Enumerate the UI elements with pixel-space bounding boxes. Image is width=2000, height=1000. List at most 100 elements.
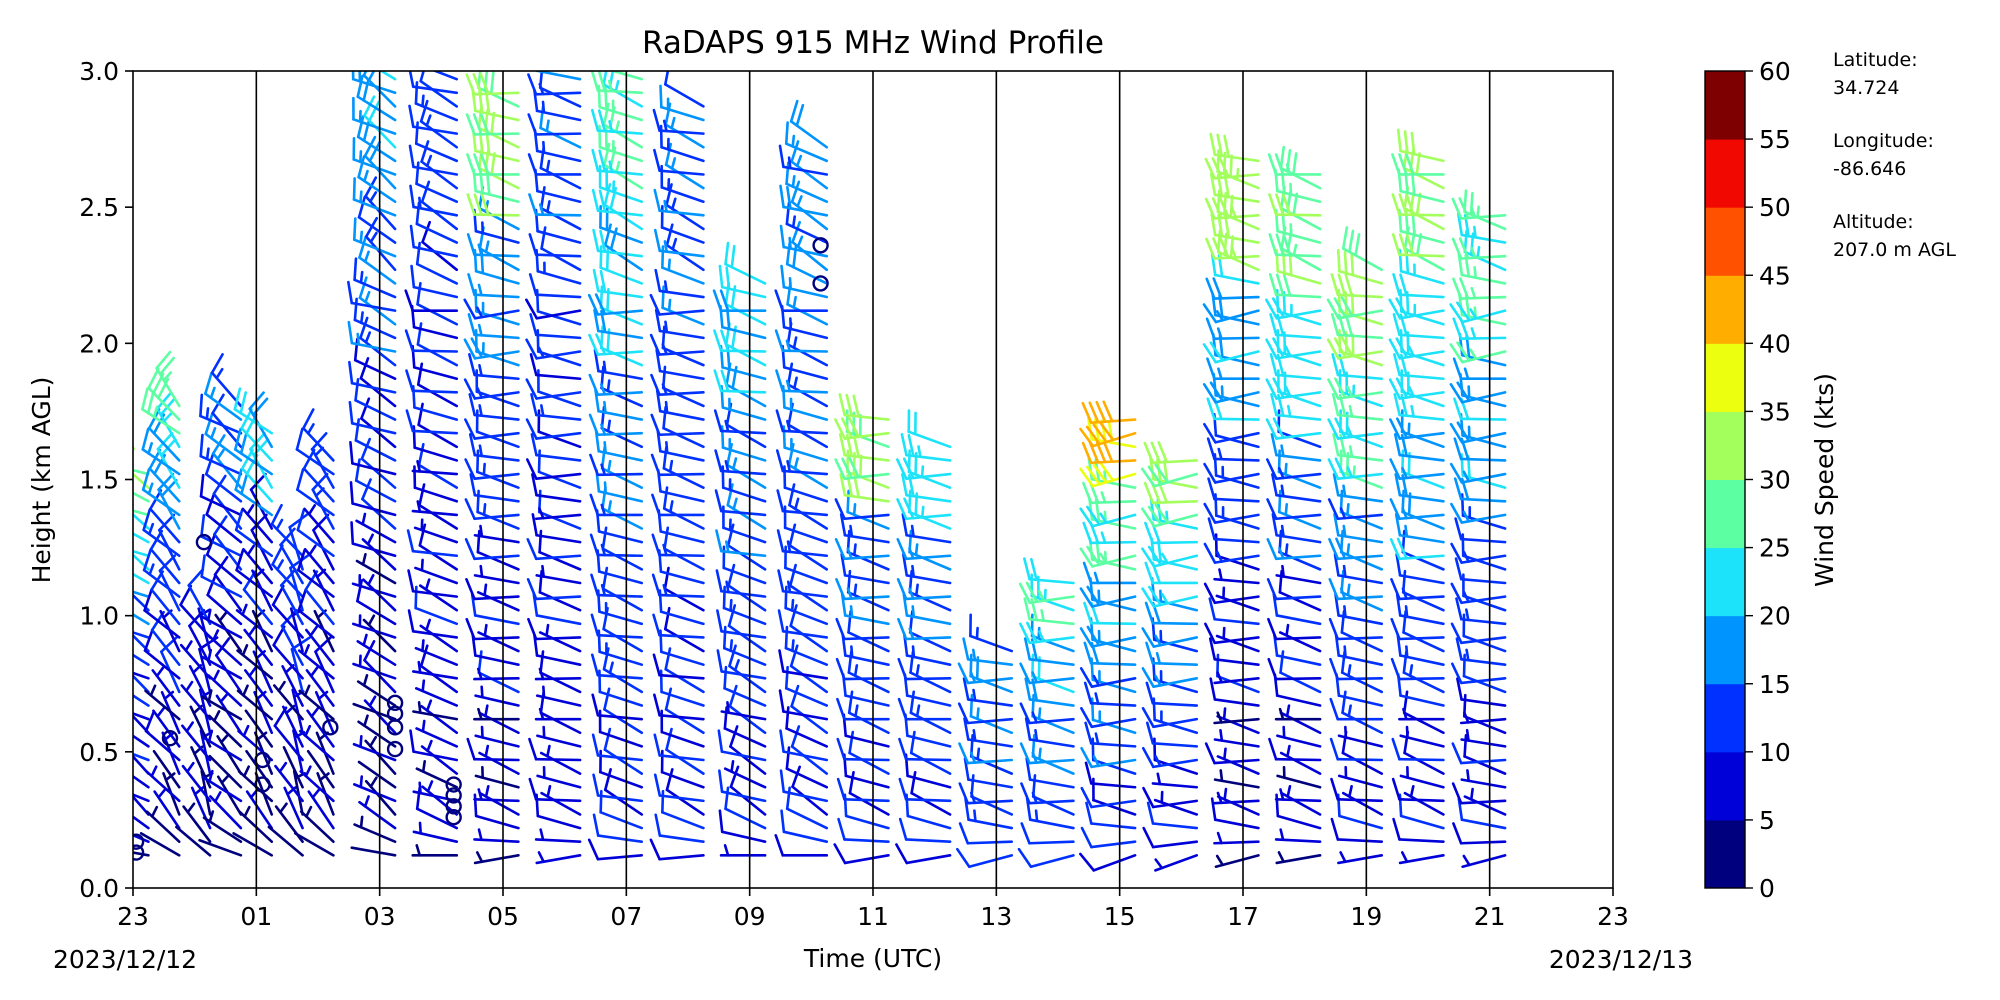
barb-flag [357, 195, 367, 219]
colorbar-segment [1705, 819, 1745, 889]
barb-flag [425, 618, 432, 632]
barb-flag [1456, 341, 1471, 362]
barb-flag [532, 593, 539, 617]
barb-flag [777, 569, 785, 593]
wind-barb [1330, 273, 1384, 299]
barb-flag [651, 493, 661, 517]
barb-flag [1456, 381, 1471, 402]
barb-shaft [1090, 840, 1137, 849]
wind-barb [296, 467, 335, 517]
barb-flag [718, 809, 724, 834]
barb-shaft [844, 814, 890, 830]
wind-barb [587, 293, 644, 316]
wind-barb [409, 729, 459, 762]
barb-flag [239, 431, 248, 455]
barb-flag [1348, 404, 1354, 418]
wind-barb [1213, 769, 1260, 789]
x-tick-label: 05 [487, 902, 519, 931]
barb-flag [1152, 697, 1156, 722]
barb-flag [310, 706, 320, 718]
wind-barb [1449, 341, 1507, 364]
wind-barb [353, 815, 397, 844]
barb-flag [957, 702, 970, 725]
barb-flag [1216, 671, 1223, 684]
barb-flag [1392, 313, 1401, 337]
barb-flag [914, 583, 919, 597]
wind-barb [589, 453, 644, 477]
barb-flag [1145, 641, 1155, 665]
barb-flag [1469, 192, 1474, 216]
wind-barb [207, 710, 243, 748]
barb-flag [587, 838, 600, 861]
barb-shaft [133, 815, 150, 830]
barb-shaft [354, 479, 397, 503]
barb-flag [847, 610, 852, 634]
wind-barb [1450, 502, 1507, 524]
barb-flag [1456, 677, 1463, 701]
wind-barb [784, 665, 829, 707]
barb-shaft [149, 547, 181, 585]
wind-barb [412, 821, 459, 844]
barb-flag [607, 500, 612, 514]
barb-flag [1215, 310, 1224, 322]
barb-flag [898, 777, 908, 801]
barb-flag [367, 614, 376, 627]
colorbar-segment [1705, 71, 1745, 140]
wind-barb [835, 657, 890, 681]
wind-barb [655, 348, 705, 381]
barb-shaft [133, 752, 150, 762]
wind-barb [1080, 826, 1137, 849]
barb-shaft [601, 587, 644, 612]
wind-barb [1329, 657, 1384, 681]
barb-flag [1020, 782, 1031, 805]
barb-shaft [537, 470, 582, 489]
y-axis-ticks: 0.00.51.01.52.02.53.0 [79, 57, 133, 903]
wind-barb [1398, 707, 1445, 721]
wind-barb [1271, 473, 1322, 503]
barb-flag [279, 802, 288, 814]
barb-flag [650, 453, 661, 477]
wind-barb [715, 529, 767, 558]
barb-flag [1393, 353, 1401, 377]
barb-flag [655, 388, 662, 413]
wind-barb [418, 578, 459, 612]
wind-barb [1267, 657, 1322, 681]
wind-barb [1153, 790, 1199, 816]
barb-flag [545, 159, 551, 173]
barb-flag [309, 666, 319, 678]
barb-shaft [1460, 818, 1507, 830]
barb-flag [484, 240, 490, 254]
wind-barb [155, 350, 181, 408]
wind-barb [1079, 667, 1137, 688]
barb-flag [786, 419, 792, 433]
barb-flag [288, 513, 309, 529]
barb-flag [188, 608, 206, 628]
barb-flag [1451, 742, 1463, 765]
barb-shaft [1460, 698, 1507, 707]
barb-shaft [416, 383, 459, 408]
barb-flag [1209, 132, 1217, 157]
wind-barb [840, 593, 890, 626]
barb-flag [723, 844, 730, 857]
wind-barb [1272, 593, 1322, 626]
barb-flag [275, 518, 284, 531]
wind-barb [410, 264, 459, 299]
barb-flag [1339, 851, 1347, 864]
barb-flag [846, 489, 850, 514]
wind-barb [351, 71, 397, 95]
barb-flag [1344, 273, 1354, 297]
wind-barb [411, 459, 459, 476]
wind-barb [651, 493, 705, 517]
barb-flag [1217, 447, 1223, 461]
barb-flag [215, 367, 224, 380]
barb-flag [311, 472, 329, 491]
barb-shaft [534, 373, 582, 381]
barb-flag [715, 569, 723, 593]
barb-shaft [905, 854, 952, 865]
barb-flag [795, 154, 803, 168]
wind-barb [717, 729, 767, 762]
wind-barb [1213, 711, 1260, 725]
barb-shaft [535, 453, 582, 462]
barb-flag [483, 583, 488, 597]
